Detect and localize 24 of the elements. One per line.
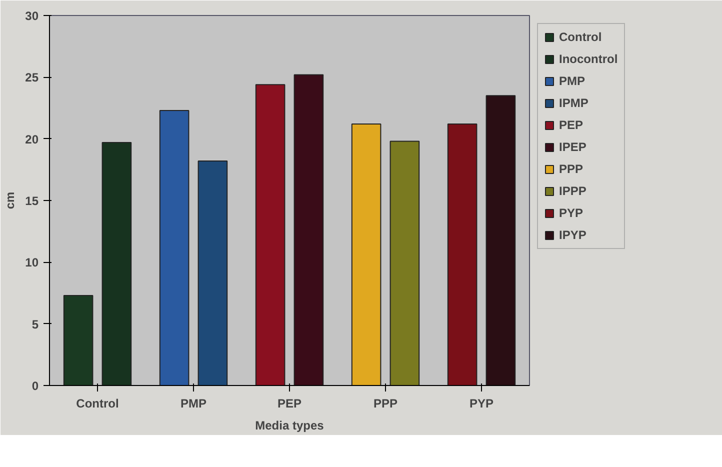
legend-label: PPP <box>559 162 584 176</box>
x-axis-title: Media types <box>255 418 324 432</box>
legend-label: IPMP <box>559 96 588 110</box>
x-tick-label: PEP <box>277 396 302 410</box>
legend-label: IPEP <box>559 140 586 154</box>
y-tick-label: 0 <box>32 379 39 393</box>
y-tick-label: 20 <box>25 132 39 146</box>
legend-label: PMP <box>559 74 586 88</box>
legend-label: PYP <box>559 206 584 220</box>
y-axis-title: cm <box>3 192 18 210</box>
x-tick-label: PPP <box>373 396 398 410</box>
y-tick-label: 30 <box>25 9 39 23</box>
legend-label: IPYP <box>559 228 586 242</box>
x-tick-label: PYP <box>469 396 494 410</box>
y-tick-label: 15 <box>25 194 39 208</box>
y-tick-label: 10 <box>25 256 39 270</box>
x-tick-label: Control <box>76 396 119 410</box>
x-tick-label: PMP <box>180 396 207 410</box>
legend-label: Inocontrol <box>559 52 618 66</box>
legend-label: PEP <box>559 118 584 132</box>
legend-label: Control <box>559 30 602 44</box>
legend-label: IPPP <box>559 184 586 198</box>
y-tick-label: 5 <box>32 317 39 332</box>
y-tick-label: 25 <box>25 70 39 85</box>
